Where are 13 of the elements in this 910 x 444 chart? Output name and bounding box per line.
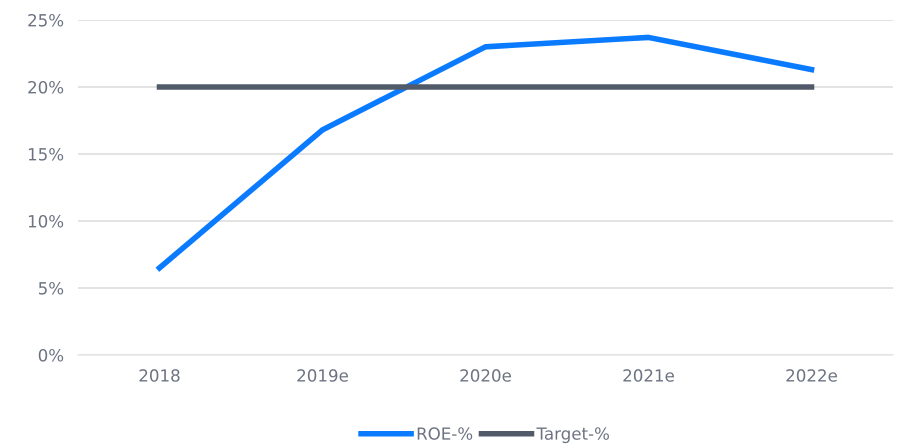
legend-label: ROE-% [418,427,472,440]
legend-label: Target-% [536,427,609,444]
x-tick-label: 2018 [140,369,180,382]
y-tick-label: 25% [28,14,64,27]
y-tick-label: 20% [28,80,64,94]
y-tick-label: 0% [38,348,64,362]
y-tick-label: 15% [28,148,64,161]
x-tick-label: 2021e [623,369,674,382]
x-tick-label: 2019e [297,369,348,382]
x-tick-label: 2020e [460,369,511,382]
y-tick-label: 5% [38,282,64,295]
y-tick-label: 10% [28,214,64,228]
x-tick-label: 2022e [786,369,837,382]
